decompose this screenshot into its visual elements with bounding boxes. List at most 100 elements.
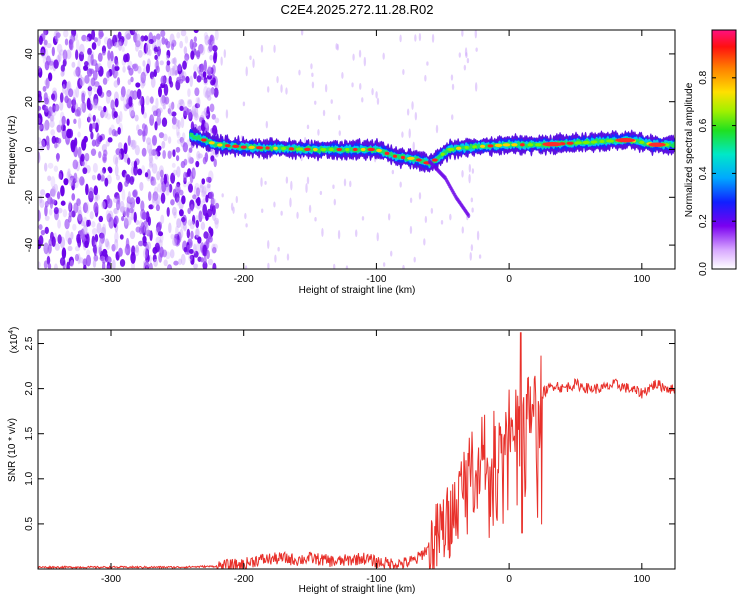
faint-speckle (244, 265, 248, 269)
noise-speckle (73, 69, 79, 77)
noise-speckle (77, 131, 81, 138)
spectrogram-y-tick-label: 0 (24, 146, 35, 152)
noise-speckle (132, 90, 138, 100)
noise-speckle (168, 75, 172, 85)
noise-speckle (168, 103, 174, 109)
noise-speckle (189, 75, 193, 88)
noise-speckle (66, 128, 72, 139)
faint-speckle (376, 97, 380, 105)
noise-speckle (51, 236, 56, 248)
noise-speckle (73, 172, 78, 182)
spectrogram-y-tick-label: 20 (24, 96, 35, 108)
noise-speckle (155, 199, 159, 206)
noise-speckle (194, 106, 199, 119)
faint-speckle (230, 202, 234, 211)
ridge-hotspot (527, 143, 534, 147)
noise-speckle (92, 259, 97, 268)
noise-speckle (172, 57, 177, 66)
noise-speckle (206, 249, 210, 260)
faint-speckle (221, 193, 224, 198)
noise-speckle (151, 197, 156, 209)
noise-speckle (184, 35, 189, 44)
noise-speckle (208, 191, 215, 200)
noise-speckle (90, 131, 94, 140)
noise-speckle (60, 200, 66, 206)
noise-speckle (127, 135, 131, 147)
noise-speckle (171, 116, 177, 125)
noise-speckle (99, 169, 105, 177)
noise-speckle (163, 259, 168, 267)
noise-speckle (195, 187, 201, 197)
noise-speckle (193, 36, 197, 43)
noise-speckle (127, 60, 133, 68)
noise-speckle (47, 263, 52, 269)
noise-speckle (171, 162, 176, 168)
noise-speckle (190, 255, 195, 262)
noise-speckle (67, 168, 71, 178)
faint-speckle (273, 44, 276, 53)
noise-speckle (194, 87, 200, 97)
noise-speckle (51, 135, 57, 144)
ridge-hotspot (336, 147, 343, 152)
noise-speckle (141, 103, 145, 115)
noise-speckle (135, 244, 139, 253)
noise-speckle (116, 77, 121, 86)
noise-speckle (68, 215, 72, 223)
noise-speckle (166, 206, 170, 217)
noise-speckle (85, 201, 90, 214)
noise-speckle (70, 231, 74, 240)
noise-speckle (50, 93, 56, 101)
noise-speckle (165, 63, 171, 73)
noise-speckle (62, 49, 68, 61)
noise-speckle (91, 174, 97, 181)
noise-speckle (157, 183, 163, 193)
noise-speckle (117, 142, 123, 149)
noise-speckle (201, 119, 206, 127)
noise-speckle (211, 64, 216, 75)
faint-speckle (308, 204, 312, 214)
noise-speckle (119, 200, 125, 213)
ridge-hotspot (464, 145, 469, 150)
noise-speckle (38, 123, 43, 131)
noise-speckle (145, 259, 149, 269)
faint-speckle (267, 240, 270, 249)
snr-y-tick-label: 2.0 (24, 381, 35, 395)
noise-speckle (38, 94, 43, 103)
noise-speckle (191, 105, 196, 116)
noise-speckle (38, 105, 42, 112)
noise-speckle (192, 194, 197, 200)
ridge-hotspot (295, 147, 304, 151)
noise-speckle (51, 105, 57, 117)
ridge-hotspot (472, 145, 477, 149)
noise-speckle (93, 245, 99, 256)
noise-speckle (130, 110, 136, 119)
faint-speckle (411, 101, 414, 110)
noise-speckle (92, 162, 98, 173)
noise-speckle (207, 184, 211, 194)
noise-speckle (43, 243, 49, 249)
noise-speckle (85, 36, 90, 43)
faint-speckle (414, 111, 418, 121)
noise-speckle (152, 110, 158, 117)
noise-speckle (119, 234, 124, 240)
snr-y-tick-label: 2.5 (24, 336, 35, 350)
faint-speckle (349, 180, 352, 188)
ridge-hotspot (440, 152, 445, 156)
noise-speckle (53, 165, 59, 172)
noise-speckle (211, 198, 217, 205)
noise-speckle (200, 200, 204, 208)
noise-speckle (203, 231, 209, 239)
faint-speckle (371, 88, 374, 96)
noise-speckle (188, 253, 193, 262)
noise-speckle (201, 190, 207, 198)
noise-speckle (212, 262, 217, 269)
noise-speckle (58, 52, 62, 63)
noise-speckle (190, 230, 194, 240)
chart-title: C2E4.2025.272.11.28.R02 (281, 2, 434, 17)
noise-speckle (212, 124, 218, 136)
noise-speckle (197, 153, 203, 159)
noise-speckle (188, 248, 194, 254)
faint-speckle (401, 131, 404, 138)
ridge-hotspot (574, 141, 582, 145)
noise-speckle (101, 200, 106, 210)
